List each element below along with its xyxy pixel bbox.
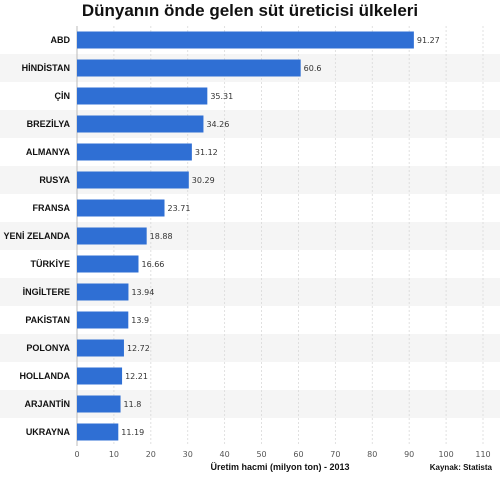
value-label: 13.9: [131, 316, 149, 325]
x-tick-label: 40: [220, 450, 230, 459]
row-band: [0, 390, 500, 418]
category-label: TÜRKİYE: [30, 259, 70, 269]
bar[interactable]: [77, 339, 124, 357]
x-tick-label: 90: [404, 450, 414, 459]
source-label: Kaynak: Statista: [430, 463, 493, 472]
x-tick-label: 0: [74, 450, 79, 459]
category-label: YENİ ZELANDA: [3, 231, 70, 241]
value-label: 18.88: [150, 232, 173, 241]
row-band: [0, 222, 500, 250]
bar[interactable]: [77, 59, 301, 77]
row-band: [0, 334, 500, 362]
category-label: BREZİLYA: [27, 119, 71, 129]
row-bands: [0, 54, 500, 418]
category-label: UKRAYNA: [26, 427, 71, 437]
value-label: 35.31: [210, 92, 233, 101]
bar[interactable]: [77, 283, 129, 301]
category-label: İNGİLTERE: [23, 287, 70, 297]
value-label: 12.72: [127, 344, 150, 353]
category-label: POLONYA: [26, 343, 70, 353]
row-band: [0, 110, 500, 138]
category-label: ÇİN: [55, 91, 71, 101]
x-tick-label: 100: [438, 450, 453, 459]
x-tick-label: 80: [367, 450, 377, 459]
value-label: 11.19: [121, 428, 144, 437]
bar[interactable]: [77, 395, 121, 413]
bar[interactable]: [77, 171, 189, 189]
bar[interactable]: [77, 31, 414, 49]
category-labels: ABD HİNDİSTAN ÇİN BREZİLYA ALMANYA RUSYA FRANS…: [3, 35, 70, 437]
x-tick-label: 60: [293, 450, 303, 459]
bar[interactable]: [77, 199, 165, 217]
row-band: [0, 166, 500, 194]
x-axis-title: Üretim hacmi (milyon ton) - 2013: [210, 462, 349, 472]
value-label: 30.29: [192, 176, 215, 185]
value-label: 13.94: [131, 288, 154, 297]
value-label: 23.71: [168, 204, 191, 213]
value-label: 91.27: [417, 36, 440, 45]
value-label: 16.66: [141, 260, 164, 269]
row-band: [0, 278, 500, 306]
x-axis-ticks: 0 10 20 30 40 50 60 70 80 90 100 110: [74, 450, 490, 459]
value-label: 12.21: [125, 372, 148, 381]
bar[interactable]: [77, 87, 208, 105]
bar[interactable]: [77, 255, 139, 273]
bar[interactable]: [77, 367, 123, 385]
category-label: PAKİSTAN: [25, 315, 70, 325]
chart-title: Dünyanın önde gelen süt üreticisi ülkele…: [81, 1, 419, 20]
x-tick-label: 10: [109, 450, 119, 459]
bar[interactable]: [77, 311, 129, 329]
category-label: ARJANTİN: [24, 399, 70, 409]
value-label: 31.12: [195, 148, 218, 157]
value-label: 11.8: [124, 400, 142, 409]
bar[interactable]: [77, 423, 119, 441]
category-label: ABD: [51, 35, 71, 45]
x-tick-label: 50: [256, 450, 266, 459]
category-label: FRANSA: [33, 203, 71, 213]
bar[interactable]: [77, 227, 147, 245]
category-label: HOLLANDA: [20, 371, 71, 381]
category-label: HİNDİSTAN: [22, 63, 70, 73]
x-tick-label: 70: [330, 450, 340, 459]
value-labels: 91.27 60.6 35.31 34.26 31.12 30.29 23.71 18.88 1…: [121, 36, 439, 437]
x-tick-label: 110: [475, 450, 490, 459]
value-label: 60.6: [304, 64, 322, 73]
x-tick-label: 20: [146, 450, 156, 459]
bar[interactable]: [77, 115, 204, 133]
bars: [77, 31, 414, 441]
category-label: ALMANYA: [26, 147, 71, 157]
value-label: 34.26: [206, 120, 229, 129]
x-tick-label: 30: [183, 450, 193, 459]
bar[interactable]: [77, 143, 192, 161]
category-label: RUSYA: [39, 175, 70, 185]
